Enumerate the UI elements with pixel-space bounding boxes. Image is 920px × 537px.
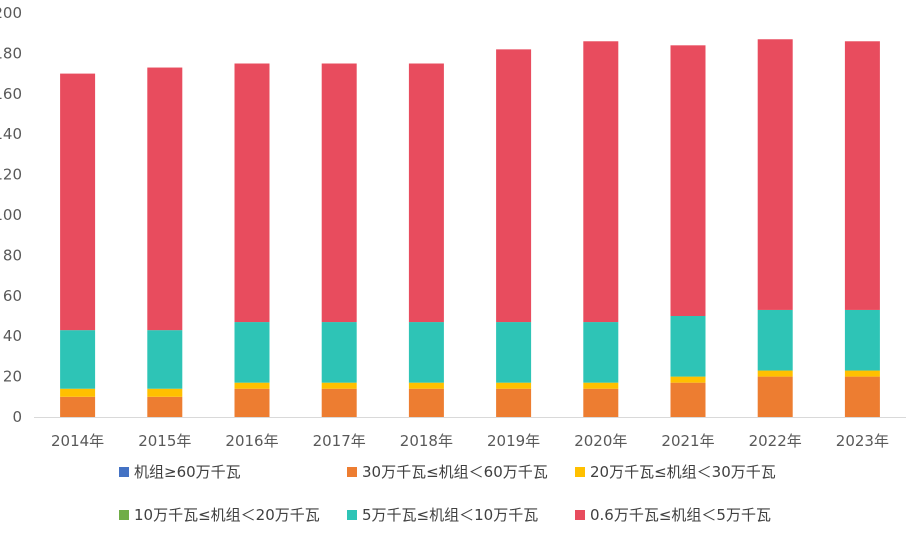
bar-segment (234, 382, 270, 389)
bar-segment (844, 309, 880, 371)
bar-segment (60, 330, 96, 389)
bar-segment (757, 309, 793, 371)
legend-label: 5万千瓦≤机组＜10万千瓦 (362, 506, 539, 524)
bar-segment (321, 388, 357, 417)
bar-segment (234, 63, 270, 323)
bar-segment (408, 63, 444, 323)
bar-segment (670, 316, 706, 377)
y-tick-label: 60 (3, 287, 22, 305)
bar-segment (60, 396, 96, 417)
bar-segment (757, 370, 793, 377)
legend-item: 30万千瓦≤机组＜60万千瓦 (347, 462, 548, 482)
legend-swatch (575, 509, 585, 520)
legend-swatch (575, 466, 585, 477)
bars (60, 39, 880, 417)
x-tick-label: 2023年 (836, 432, 889, 450)
legend-swatch (347, 509, 357, 520)
y-tick-label: 180 (0, 44, 22, 62)
x-tick-label: 2018年 (400, 432, 453, 450)
bar-segment (496, 382, 532, 389)
bar-segment (147, 388, 183, 397)
legend-item: 5万千瓦≤机组＜10万千瓦 (347, 505, 538, 525)
x-tick-label: 2021年 (661, 432, 714, 450)
y-tick-label: 120 (0, 166, 22, 184)
bar-segment (321, 63, 357, 323)
x-axis: 2014年 2015年 2016年 2017年 2018年 2019年 2020年 2021年… (34, 417, 906, 450)
bar-segment (408, 322, 444, 383)
x-tick-label: 2019年 (487, 432, 540, 450)
bar-segment (147, 330, 183, 389)
bar-segment (408, 382, 444, 389)
bar-segment (583, 322, 619, 383)
y-tick-label: 0 (12, 408, 22, 426)
x-tick-label: 2015年 (138, 432, 191, 450)
bar-segment (670, 45, 706, 316)
bar-segment (583, 41, 619, 323)
bar-segment (757, 39, 793, 310)
legend-swatch (119, 466, 129, 477)
bar-segment (583, 382, 619, 389)
x-tick-label: 2014年 (51, 432, 104, 450)
y-tick-label: 160 (0, 85, 22, 103)
bar-segment (60, 73, 96, 331)
bar-segment (321, 322, 357, 383)
y-tick-label: 40 (3, 327, 22, 345)
y-tick-label: 100 (0, 206, 22, 224)
legend-item: 20万千瓦≤机组＜30万千瓦 (575, 462, 776, 482)
bar-segment (408, 388, 444, 417)
legend-item: 0.6万千瓦≤机组＜5万千瓦 (575, 505, 771, 525)
bar-segment (844, 370, 880, 377)
y-axis: 0 20 40 60 80 100 120 140 160 180 200 (0, 4, 22, 426)
bar-segment (321, 382, 357, 389)
y-tick-label: 140 (0, 125, 22, 143)
bar-segment (496, 49, 532, 323)
legend-item: 机组≥60万千瓦 (119, 462, 241, 482)
legend-label: 30万千瓦≤机组＜60万千瓦 (362, 463, 548, 481)
bar-segment (234, 388, 270, 417)
legend-item: 10万千瓦≤机组＜20万千瓦 (119, 505, 320, 525)
bar-segment (670, 382, 706, 417)
legend-label: 0.6万千瓦≤机组＜5万千瓦 (590, 506, 771, 524)
legend-label: 10万千瓦≤机组＜20万千瓦 (134, 506, 320, 524)
bar-segment (496, 388, 532, 417)
legend-swatch (119, 509, 129, 520)
x-tick-label: 2017年 (313, 432, 366, 450)
bar-segment (60, 388, 96, 397)
bar-segment (496, 322, 532, 383)
bar-segment (757, 376, 793, 417)
legend-swatch (347, 466, 357, 477)
y-tick-label: 200 (0, 4, 22, 22)
bar-segment (234, 322, 270, 383)
x-tick-label: 2020年 (574, 432, 627, 450)
legend-label: 机组≥60万千瓦 (134, 463, 241, 481)
bar-segment (844, 376, 880, 417)
bar-segment (583, 388, 619, 417)
bar-segment (844, 41, 880, 310)
y-tick-label: 20 (3, 368, 22, 386)
x-tick-label: 2016年 (225, 432, 278, 450)
y-tick-label: 80 (3, 246, 22, 264)
bar-segment (147, 67, 183, 331)
x-tick-label: 2022年 (749, 432, 802, 450)
bar-segment (147, 396, 183, 417)
legend-label: 20万千瓦≤机组＜30万千瓦 (590, 463, 776, 481)
bar-segment (670, 376, 706, 383)
